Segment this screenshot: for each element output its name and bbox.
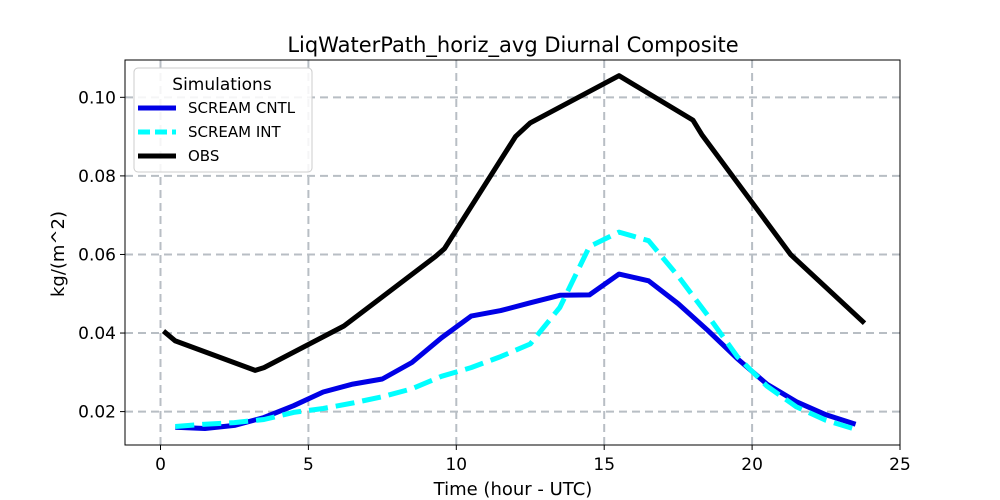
legend-label: SCREAM INT bbox=[188, 123, 282, 141]
y-tick-label: 0.10 bbox=[78, 88, 116, 108]
y-tick-label: 0.06 bbox=[78, 245, 116, 265]
series-line-scream-cntl bbox=[175, 271, 857, 431]
y-tick-label: 0.08 bbox=[78, 167, 116, 187]
legend-label: OBS bbox=[188, 147, 219, 165]
x-axis-label: Time (hour - UTC) bbox=[433, 479, 593, 500]
x-tick-label: 0 bbox=[155, 455, 166, 475]
x-tick-label: 5 bbox=[303, 455, 314, 475]
y-axis: 0.02 0.04 0.06 0.08 0.10 bbox=[78, 88, 125, 423]
x-axis: 0 5 10 15 20 25 bbox=[155, 445, 911, 475]
plot-frame bbox=[124, 59, 901, 446]
chart-title: LiqWaterPath_horiz_avg Diurnal Composite bbox=[287, 33, 738, 58]
series-lines bbox=[161, 73, 867, 432]
legend-title: Simulations bbox=[172, 75, 272, 95]
x-tick-label: 25 bbox=[889, 455, 911, 475]
series-line-obs bbox=[161, 73, 867, 373]
legend-box bbox=[133, 67, 313, 173]
x-tick-label: 20 bbox=[741, 455, 763, 475]
y-tick-label: 0.04 bbox=[78, 324, 116, 344]
legend-label: SCREAM CNTL bbox=[188, 99, 296, 117]
y-axis-label: kg/(m^2) bbox=[48, 211, 69, 297]
x-tick-label: 10 bbox=[445, 455, 467, 475]
series-line-scream-int bbox=[175, 229, 857, 432]
y-tick-label: 0.02 bbox=[78, 403, 116, 423]
x-tick-label: 15 bbox=[593, 455, 615, 475]
legend: Simulations SCREAM CNTL SCREAM INT OBS bbox=[133, 67, 313, 173]
